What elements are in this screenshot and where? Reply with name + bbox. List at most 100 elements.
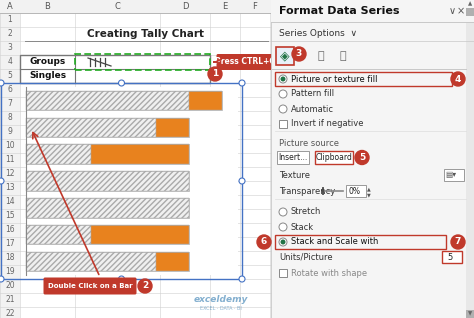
- Text: 🖼: 🖼: [340, 51, 346, 61]
- Circle shape: [118, 276, 125, 282]
- Bar: [26, 225, 91, 244]
- Text: 22: 22: [5, 309, 15, 318]
- Bar: [26, 198, 189, 218]
- Bar: [26, 144, 189, 164]
- Circle shape: [118, 80, 125, 86]
- Text: ▲: ▲: [468, 2, 472, 6]
- Text: ▼: ▼: [468, 312, 472, 316]
- Bar: [26, 91, 189, 110]
- Bar: [26, 225, 189, 244]
- Text: ×: ×: [457, 6, 465, 16]
- Text: Transparency: Transparency: [279, 186, 335, 196]
- Bar: [279, 120, 287, 128]
- Bar: [0, 13, 20, 318]
- Bar: [466, 310, 474, 318]
- Circle shape: [279, 238, 287, 246]
- Bar: [444, 169, 464, 181]
- Bar: [279, 269, 287, 277]
- Text: Rotate with shape: Rotate with shape: [291, 268, 367, 278]
- Circle shape: [279, 105, 287, 113]
- Circle shape: [0, 80, 4, 86]
- Bar: [26, 87, 238, 275]
- Text: D: D: [182, 2, 188, 11]
- Bar: [466, 0, 474, 318]
- Text: 5: 5: [447, 253, 453, 262]
- Text: Pattern fill: Pattern fill: [291, 89, 334, 99]
- Text: Creating Tally Chart: Creating Tally Chart: [87, 29, 204, 39]
- Text: 1: 1: [8, 16, 12, 24]
- Text: 4: 4: [8, 58, 12, 66]
- Bar: [91, 144, 189, 164]
- Text: 13: 13: [5, 183, 15, 192]
- Circle shape: [239, 276, 245, 282]
- Text: 21: 21: [5, 295, 15, 305]
- Bar: [277, 151, 309, 164]
- Bar: [26, 198, 189, 218]
- Text: 3: 3: [296, 50, 302, 59]
- Bar: [26, 118, 189, 137]
- Circle shape: [239, 178, 245, 184]
- Text: Stack and Scale with: Stack and Scale with: [291, 238, 378, 246]
- Text: Invert if negative: Invert if negative: [291, 120, 364, 128]
- Text: 📊: 📊: [318, 51, 324, 61]
- Text: 1: 1: [212, 70, 218, 79]
- Bar: [26, 171, 189, 191]
- Text: Clipboard: Clipboard: [316, 153, 353, 162]
- Bar: [275, 235, 446, 249]
- Text: 0%: 0%: [349, 186, 361, 196]
- Text: A: A: [7, 2, 13, 11]
- Bar: [26, 252, 156, 271]
- Text: ◈: ◈: [280, 50, 290, 63]
- Bar: [156, 252, 189, 271]
- Bar: [442, 251, 462, 263]
- Text: C: C: [115, 2, 120, 11]
- Text: B: B: [45, 2, 50, 11]
- Text: 16: 16: [5, 225, 15, 234]
- Bar: [346, 185, 366, 197]
- Text: 12: 12: [5, 169, 15, 178]
- Circle shape: [257, 235, 271, 249]
- Text: EXCEL · DATA · BI: EXCEL · DATA · BI: [200, 306, 242, 310]
- Bar: [1, 83, 242, 279]
- Text: 15: 15: [5, 211, 15, 220]
- Bar: [271, 0, 474, 22]
- Text: 5: 5: [8, 72, 12, 80]
- Circle shape: [279, 208, 287, 216]
- Text: Singles: Singles: [29, 72, 66, 80]
- Circle shape: [279, 90, 287, 98]
- Circle shape: [281, 239, 285, 245]
- Text: 2: 2: [8, 30, 12, 38]
- Bar: [466, 8, 474, 16]
- Text: Groups: Groups: [29, 58, 65, 66]
- Bar: [26, 252, 189, 271]
- Text: Picture source: Picture source: [279, 139, 339, 148]
- Circle shape: [451, 235, 465, 249]
- Circle shape: [281, 77, 285, 81]
- Text: Stack: Stack: [291, 223, 314, 232]
- Circle shape: [0, 178, 4, 184]
- Circle shape: [138, 279, 152, 293]
- Text: 2: 2: [142, 281, 148, 291]
- Text: Texture: Texture: [279, 170, 310, 179]
- Text: Double Click on a Bar: Double Click on a Bar: [48, 283, 132, 289]
- Circle shape: [355, 150, 369, 164]
- Bar: [189, 91, 222, 110]
- Text: F: F: [253, 2, 257, 11]
- Bar: [26, 171, 189, 191]
- Bar: [91, 225, 189, 244]
- Text: exceldemy: exceldemy: [194, 295, 248, 305]
- Circle shape: [451, 72, 465, 86]
- Bar: [26, 144, 91, 164]
- Circle shape: [279, 75, 287, 83]
- Circle shape: [239, 80, 245, 86]
- Bar: [75, 54, 210, 70]
- FancyBboxPatch shape: [217, 54, 274, 70]
- Bar: [0, 0, 271, 318]
- Text: 8: 8: [8, 114, 12, 122]
- Text: 17: 17: [5, 239, 15, 248]
- Text: Format Data Series: Format Data Series: [279, 6, 400, 16]
- Bar: [276, 47, 294, 65]
- Circle shape: [208, 67, 222, 81]
- Bar: [271, 0, 474, 318]
- FancyBboxPatch shape: [44, 278, 137, 294]
